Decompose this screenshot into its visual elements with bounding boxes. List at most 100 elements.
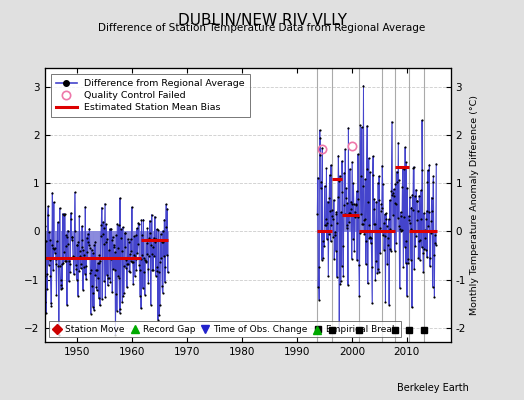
- Point: [111, 332, 119, 338]
- Point: [421, 235, 429, 241]
- Point: [422, 208, 431, 214]
- Point: [388, 118, 396, 125]
- Point: [429, 173, 438, 179]
- Point: [72, 266, 80, 272]
- Point: [96, 233, 105, 239]
- Point: [38, 254, 46, 260]
- Point: [342, 185, 350, 192]
- Point: [334, 152, 343, 159]
- Point: [370, 221, 378, 228]
- Point: [383, 223, 391, 229]
- Point: [35, 249, 43, 255]
- Text: Berkeley Earth: Berkeley Earth: [397, 383, 469, 393]
- Point: [79, 247, 88, 254]
- Point: [363, 122, 372, 129]
- Point: [342, 225, 351, 231]
- Point: [143, 240, 151, 246]
- Point: [68, 234, 77, 240]
- Point: [54, 332, 63, 338]
- Point: [99, 231, 107, 238]
- Point: [329, 216, 337, 222]
- Point: [146, 218, 154, 224]
- Point: [74, 268, 83, 274]
- Point: [382, 216, 390, 222]
- Point: [352, 200, 361, 207]
- Point: [129, 252, 138, 258]
- Point: [47, 302, 56, 309]
- Point: [78, 244, 86, 250]
- Point: [82, 263, 90, 270]
- Point: [330, 256, 339, 262]
- Point: [101, 294, 110, 300]
- Point: [403, 260, 412, 266]
- Point: [410, 164, 418, 170]
- Point: [100, 241, 108, 247]
- Point: [423, 179, 432, 186]
- Point: [401, 144, 409, 150]
- Point: [404, 256, 412, 262]
- Point: [342, 194, 350, 201]
- Point: [64, 241, 72, 247]
- Point: [413, 217, 422, 224]
- Point: [140, 255, 148, 262]
- Point: [148, 267, 157, 273]
- Point: [78, 236, 86, 243]
- Point: [336, 281, 344, 288]
- Point: [149, 266, 158, 273]
- Point: [79, 287, 87, 293]
- Point: [354, 196, 363, 202]
- Point: [372, 198, 380, 205]
- Point: [80, 264, 89, 271]
- Text: DUBLIN/NEW RIV VLLY: DUBLIN/NEW RIV VLLY: [178, 13, 346, 28]
- Point: [154, 264, 162, 270]
- Point: [36, 248, 45, 254]
- Point: [145, 253, 153, 259]
- Point: [143, 225, 151, 232]
- Point: [379, 232, 387, 239]
- Point: [46, 273, 54, 280]
- Point: [58, 261, 66, 267]
- Point: [348, 159, 356, 165]
- Point: [89, 250, 97, 256]
- Point: [159, 228, 167, 234]
- Point: [358, 221, 366, 227]
- Point: [27, 265, 36, 272]
- Point: [125, 269, 134, 275]
- Point: [60, 249, 68, 256]
- Point: [326, 208, 334, 214]
- Point: [362, 238, 370, 244]
- Point: [374, 269, 383, 275]
- Point: [395, 223, 403, 229]
- Point: [322, 221, 330, 228]
- Point: [96, 302, 104, 309]
- Point: [62, 258, 71, 264]
- Point: [337, 262, 346, 269]
- Point: [328, 213, 336, 219]
- Point: [356, 230, 364, 236]
- Point: [137, 217, 146, 223]
- Point: [34, 237, 42, 243]
- Point: [97, 204, 106, 211]
- Point: [340, 202, 348, 208]
- Point: [70, 254, 79, 260]
- Point: [324, 273, 332, 280]
- Point: [39, 316, 47, 322]
- Point: [386, 197, 394, 203]
- Point: [111, 249, 119, 256]
- Point: [422, 216, 430, 222]
- Point: [385, 216, 393, 222]
- Point: [334, 194, 342, 200]
- Point: [377, 208, 385, 214]
- Point: [385, 226, 394, 232]
- Point: [31, 257, 40, 264]
- Point: [317, 179, 325, 185]
- Point: [400, 166, 408, 172]
- Point: [76, 252, 84, 259]
- Point: [42, 310, 50, 316]
- Point: [365, 222, 373, 228]
- Point: [366, 234, 375, 240]
- Point: [409, 165, 418, 172]
- Point: [389, 190, 397, 196]
- Point: [93, 267, 101, 273]
- Point: [354, 151, 362, 157]
